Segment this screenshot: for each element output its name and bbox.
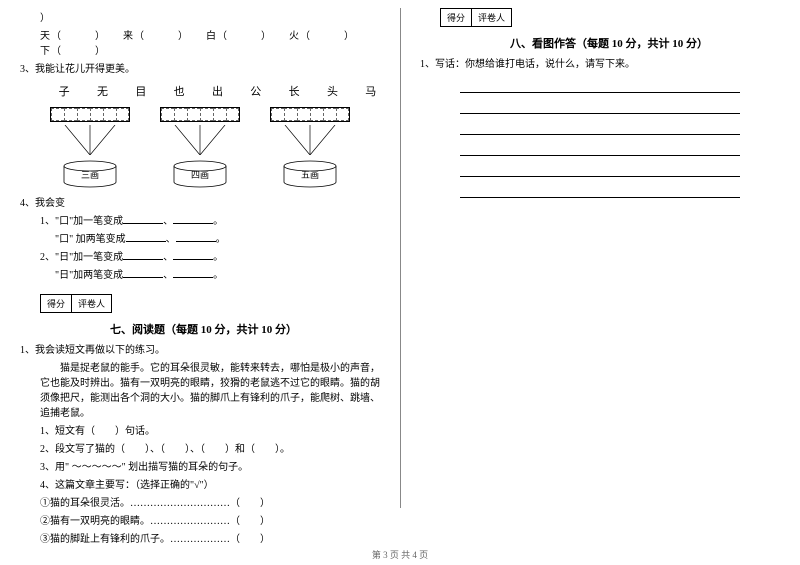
cylinder-icon: 四画 — [170, 160, 230, 188]
cylinder-label: 四画 — [191, 170, 209, 180]
char: 子 — [55, 83, 73, 99]
reading-opt-2: ②猫有一双明亮的眼睛。……………………（ ） — [40, 514, 380, 529]
diagram-row: 三画 四画 五画 — [50, 107, 380, 188]
cylinder-icon: 五画 — [280, 160, 340, 188]
char: 马 — [362, 83, 380, 99]
fan-lines-icon — [165, 125, 235, 155]
grader-label: 评卷人 — [72, 295, 111, 312]
score-box: 得分 评卷人 — [440, 8, 512, 27]
q3-char-row: 子 无 目 也 出 公 长 头 马 — [55, 83, 380, 99]
q4-1b: "口" 加两笔变成、。 — [55, 232, 380, 247]
q4-2a: 2、"日"加一笔变成、。 — [40, 250, 380, 265]
char: 也 — [170, 83, 188, 99]
char: 头 — [323, 83, 341, 99]
answer-line[interactable] — [460, 83, 740, 93]
q4-1a: 1、"口"加一笔变成、。 — [40, 214, 380, 229]
char: 无 — [93, 83, 111, 99]
grader-label: 评卷人 — [472, 9, 511, 26]
cylinder-label: 五画 — [301, 170, 319, 180]
answer-line[interactable] — [460, 104, 740, 114]
q4: 4、我会变 — [20, 196, 380, 211]
score-box: 得分 评卷人 — [40, 294, 112, 313]
answer-line[interactable] — [460, 188, 740, 198]
answer-line[interactable] — [460, 125, 740, 135]
char: 公 — [247, 83, 265, 99]
score-label: 得分 — [441, 9, 472, 26]
fan-lines-icon — [55, 125, 125, 155]
section-8-title: 八、看图作答（每题 10 分，共计 10 分） — [510, 35, 780, 51]
section-7-title: 七、阅读题（每题 10 分，共计 10 分） — [110, 321, 380, 337]
q4-2b: "日"加两笔变成、。 — [55, 268, 380, 283]
close-paren: ） — [40, 11, 380, 26]
char: 长 — [285, 83, 303, 99]
reading-sub-q2: 2、段文写了猫的（ ）、（ ）、（ ）和（ ）。 — [40, 442, 380, 457]
reading-q1: 1、我会读短文再做以下的练习。 — [20, 343, 380, 358]
reading-opt-1: ①猫的耳朵很灵活。…………………………（ ） — [40, 496, 380, 511]
reading-passage: 猫是捉老鼠的能手。它的耳朵很灵敏，能转来转去，哪怕是极小的声音，它也能及时辨出。… — [40, 361, 380, 421]
cylinder-label: 三画 — [81, 170, 99, 180]
q3: 3、我能让花儿开得更美。 — [20, 62, 380, 77]
char: 目 — [132, 83, 150, 99]
writing-q1: 1、写话：你想给谁打电话，说什么，请写下来。 — [420, 57, 780, 72]
reading-sub-q1: 1、短文有（ ）句话。 — [40, 424, 380, 439]
reading-opt-3: ③猫的脚趾上有锋利的爪子。………………（ ） — [40, 532, 380, 547]
diagram-2: 四画 — [160, 107, 240, 188]
answer-line[interactable] — [460, 146, 740, 156]
q2-chars: 天（ ） 来（ ） 白（ ） 火（ ） 下（ ） — [40, 29, 380, 59]
reading-sub-q3: 3、用" ～～～～～" 划出描写猫的耳朵的句子。 — [40, 460, 380, 475]
diagram-1: 三画 — [50, 107, 130, 188]
cylinder-icon: 三画 — [60, 160, 120, 188]
reading-sub-q4: 4、这篇文章主要写：（选择正确的"√"） — [40, 478, 380, 493]
char: 出 — [208, 83, 226, 99]
score-label: 得分 — [41, 295, 72, 312]
answer-line[interactable] — [460, 167, 740, 177]
page-footer: 第 3 页 共 4 页 — [0, 548, 800, 561]
fan-lines-icon — [275, 125, 345, 155]
diagram-3: 五画 — [270, 107, 350, 188]
